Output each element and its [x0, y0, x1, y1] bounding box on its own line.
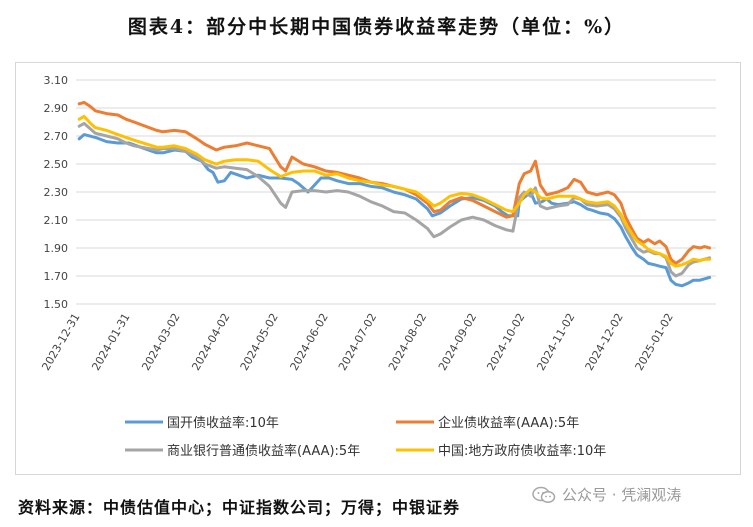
x-tick-label: 2024-11-02 — [534, 311, 577, 373]
y-axis-tick-labels: 3.10 2.90 2.70 2.50 2.30 2.10 1.90 1.70 1.50 — [44, 74, 69, 311]
y-tick-label: 2.90 — [44, 102, 69, 115]
y-tick-label: 2.10 — [44, 214, 69, 227]
x-tick-label: 2024-04-02 — [189, 311, 232, 373]
y-tick-label: 2.30 — [44, 186, 69, 199]
series-line-0 — [77, 133, 712, 288]
legend: 国开债收益率:10年 企业债收益率(AAA):5年商业银行普通债收益率(AAA):… — [125, 415, 606, 459]
series-lines — [77, 100, 712, 288]
y-tick-label: 3.10 — [44, 74, 69, 87]
y-tick-label: 1.70 — [44, 270, 69, 283]
x-tick-label: 2024-01-31 — [89, 311, 132, 373]
x-tick-label: 2025-01-02 — [633, 311, 676, 373]
x-axis-tick-labels: 2023-12-31 2024-01-31 2024-03-02 2024-04-02… — [39, 311, 675, 373]
x-tick-label: 2024-07-02 — [336, 311, 379, 373]
y-tick-label: 2.50 — [44, 158, 69, 171]
series-line-3 — [77, 114, 712, 268]
x-tick-label: 2024-08-02 — [386, 311, 429, 373]
x-tick-label: 2024-10-02 — [484, 311, 527, 373]
y-tick-label: 1.90 — [44, 242, 69, 255]
series-line-2 — [77, 121, 712, 278]
y-tick-label: 2.70 — [44, 130, 69, 143]
series-line-1 — [77, 100, 712, 265]
x-tick-label: 2023-12-31 — [39, 311, 82, 373]
legend-label-3: 中国:地方政府债收益率:10年 — [438, 443, 606, 459]
legend-label-2: 商业银行普通债收益率(AAA):5年 — [167, 443, 360, 459]
legend-label-0: 国开债收益率:10年 — [167, 415, 279, 431]
source-note: 资料来源：中债估值中心；中证指数公司；万得；中银证券 — [18, 498, 461, 517]
x-tick-label: 2024-06-02 — [288, 311, 331, 373]
watermark-text: 公众号 · 凭澜观涛 — [562, 486, 682, 504]
chart-title: 图表4：部分中长期中国债券收益率走势（单位：%） — [127, 16, 626, 38]
watermark: 公众号 · 凭澜观涛 — [532, 484, 681, 505]
wechat-icon — [532, 486, 556, 504]
y-tick-label: 1.50 — [44, 298, 69, 311]
x-tick-label: 2024-05-02 — [238, 311, 281, 373]
x-tick-label: 2024-03-02 — [139, 311, 182, 373]
chart-frame — [15, 62, 741, 475]
x-tick-label: 2024-09-02 — [436, 311, 479, 373]
legend-label-1: 企业债收益率(AAA):5年 — [438, 415, 579, 431]
gridlines — [76, 79, 716, 305]
x-tick-label: 2024-12-02 — [583, 311, 626, 373]
